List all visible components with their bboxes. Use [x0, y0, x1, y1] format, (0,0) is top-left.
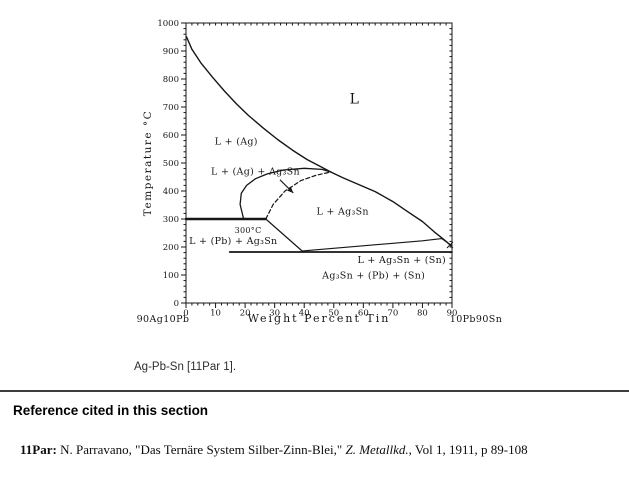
curve-pb-ag3sn-boundary — [265, 218, 304, 253]
region-label-5: L + (Pb) + Ag₃Sn — [189, 236, 277, 247]
svg-text:80: 80 — [417, 309, 428, 319]
x-axis-label: Weight Percent Tin — [248, 312, 391, 325]
axis-labels: Weight Percent Tin Temperature °C 90Ag10Pb… — [137, 110, 502, 325]
svg-text:0: 0 — [174, 299, 179, 309]
svg-text:30: 30 — [269, 309, 280, 319]
svg-text:200: 200 — [163, 243, 179, 253]
phase-diagram-svg: 0 10 20 30 40 50 60 70 80 90010020030040050060070… — [137, 19, 502, 325]
region-label-4: 300°C — [235, 226, 262, 235]
reference-id: 11Par: — [20, 442, 57, 457]
svg-text:40: 40 — [299, 309, 310, 319]
curve-metastable-dashed-boundary — [265, 171, 332, 220]
reference-entry: 11Par: N. Parravano, "Das Ternäre System… — [20, 442, 620, 458]
reference-text-pre: N. Parravano, "Das Ternäre System Silber… — [56, 442, 346, 457]
svg-text:70: 70 — [387, 309, 398, 319]
svg-text:800: 800 — [163, 75, 179, 85]
phase-boundaries — [184, 36, 453, 253]
svg-text:20: 20 — [240, 309, 251, 319]
svg-text:400: 400 — [163, 187, 179, 197]
y-axis-label: Temperature °C — [142, 110, 154, 216]
curve-liquidus-left — [185, 36, 332, 173]
svg-text:90: 90 — [447, 309, 458, 319]
arrow-head — [287, 186, 294, 193]
svg-text:900: 900 — [163, 47, 179, 57]
svg-text:1000: 1000 — [157, 19, 179, 29]
plot-frame-and-axes — [181, 22, 453, 308]
svg-text:0: 0 — [183, 309, 188, 319]
reference-section-heading: Reference cited in this section — [13, 403, 209, 418]
region-label-1: L + (Ag) — [215, 136, 258, 147]
svg-text:600: 600 — [163, 131, 179, 141]
annotations — [279, 179, 454, 249]
svg-text:300: 300 — [163, 215, 179, 225]
svg-text:500: 500 — [163, 159, 179, 169]
figure-caption: Ag-Pb-Sn [11Par 1]. — [134, 361, 237, 373]
curve-liquidus-right — [330, 171, 453, 247]
corner-label-right: 10Pb90Sn — [450, 314, 502, 325]
axis-tick-labels: 0 10 20 30 40 50 60 70 80 90010020030040050060070… — [157, 19, 457, 319]
curve-ag-ag3sn-boundary — [239, 167, 332, 220]
svg-text:700: 700 — [163, 103, 179, 113]
svg-text:50: 50 — [328, 309, 339, 319]
region-label-0: L — [350, 92, 360, 108]
svg-text:10: 10 — [210, 309, 221, 319]
reference-text-post: , Vol 1, 1911, p 89-108 — [408, 442, 528, 457]
figure-phase-diagram: 0 10 20 30 40 50 60 70 80 90 0 100 200 300 400 500 600 70… — [137, 19, 502, 325]
svg-text:100: 100 — [163, 271, 179, 281]
region-label-7: Ag₃Sn + (Pb) + (Sn) — [321, 270, 425, 281]
region-label-6: L + Ag₃Sn + (Sn) — [357, 255, 446, 266]
region-label-2: L + (Ag) + Ag₃Sn — [211, 167, 300, 178]
reference-journal: Z. Metallkd. — [345, 442, 409, 457]
curve-sn-boundary — [302, 238, 452, 252]
region-label-3: L + Ag₃Sn — [316, 206, 368, 217]
section-divider — [0, 390, 629, 392]
svg-text:60: 60 — [358, 309, 369, 319]
corner-label-left: 90Ag10Pb — [137, 314, 190, 325]
